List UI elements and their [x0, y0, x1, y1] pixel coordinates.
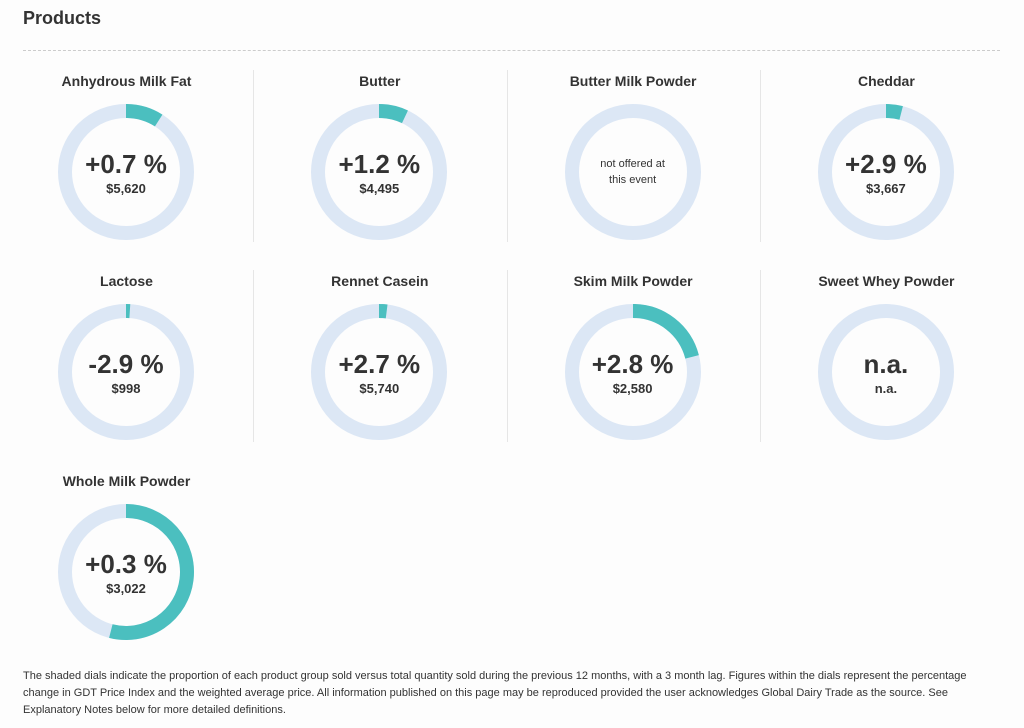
product-name: Sweet Whey Powder	[818, 273, 955, 289]
average-price: $4,495	[359, 180, 400, 196]
dial	[58, 104, 194, 240]
divider	[23, 50, 1000, 51]
dial	[311, 304, 448, 440]
product-card: Butter +1.2 % $4,495	[253, 60, 506, 260]
dial	[564, 304, 701, 440]
footnote: The shaded dials indicate the proportion…	[23, 670, 967, 716]
dial-content: +0.7 % $5,620	[56, 102, 196, 242]
dial-share	[632, 304, 699, 359]
price-change: +1.2 %	[338, 148, 421, 179]
product-card: Butter Milk Powder not offered at this ev…	[506, 60, 760, 260]
price-change: -2.9 %	[88, 348, 164, 379]
product-card: Rennet Casein +2.7 % $5,740	[253, 260, 506, 460]
average-price: $2,580	[612, 380, 653, 396]
dial-content: not offered at this event	[563, 102, 703, 242]
product-name: Lactose	[100, 273, 153, 289]
product-name: Anhydrous Milk Fat	[61, 73, 192, 89]
dial-content: n.a. n.a.	[816, 302, 956, 442]
dial	[564, 104, 701, 240]
price-change: +0.7 %	[85, 148, 167, 179]
price-change: n.a.	[863, 348, 909, 379]
price-change: +2.8 %	[591, 348, 674, 379]
product-card: Whole Milk Powder +0.3 % $3,022	[0, 460, 253, 660]
average-price: $998	[111, 380, 141, 396]
price-change: +2.9 %	[845, 148, 927, 179]
product-card: Cheddar +2.9 % $3,667	[759, 60, 1013, 260]
dial-share	[885, 104, 903, 120]
product-name: Butter Milk Powder	[569, 73, 697, 89]
product-name: Cheddar	[857, 73, 915, 89]
dial-share	[125, 104, 163, 127]
dial-content: +1.2 % $4,495	[309, 102, 449, 242]
dial-content: +2.9 % $3,667	[816, 102, 956, 242]
dial	[817, 304, 954, 440]
average-price: $5,620	[106, 180, 146, 196]
product-name: Skim Milk Powder	[573, 273, 693, 289]
product-card: Skim Milk Powder +2.8 % $2,580	[506, 260, 760, 460]
dial-share	[379, 104, 409, 124]
average-price: n.a.	[874, 380, 898, 396]
price-change: +2.7 %	[338, 348, 421, 379]
product-card: Lactose -2.9 % $998	[0, 260, 253, 460]
dial-track	[817, 304, 954, 440]
dial	[817, 104, 954, 240]
dial-content: -2.9 % $998	[56, 302, 196, 442]
dial-track	[564, 104, 701, 240]
dial-share	[109, 504, 194, 640]
price-change: +0.3 %	[85, 548, 167, 579]
dial	[311, 104, 448, 240]
product-name: Rennet Casein	[331, 273, 429, 289]
dial	[58, 304, 194, 440]
average-price: $3,667	[866, 180, 906, 196]
product-card: Sweet Whey Powder n.a. n.a.	[759, 260, 1013, 460]
average-price: $3,022	[106, 580, 146, 596]
dial	[58, 504, 194, 640]
product-card: Anhydrous Milk Fat +0.7 % $5,620	[0, 60, 253, 260]
dial-content: +0.3 % $3,022	[56, 502, 196, 642]
product-name: Butter	[359, 73, 401, 89]
dial-content: +2.7 % $5,740	[309, 302, 449, 442]
average-price: $5,740	[359, 380, 400, 396]
dial-note: not offered at this event	[600, 158, 665, 186]
section-title: Products	[23, 8, 102, 28]
product-name: Whole Milk Powder	[62, 473, 191, 489]
dial-content: +2.8 % $2,580	[563, 302, 703, 442]
